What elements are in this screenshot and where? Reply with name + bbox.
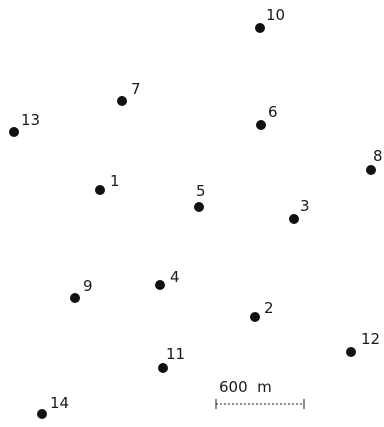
station-12-dot: [346, 347, 356, 357]
station-9: 9: [70, 277, 93, 303]
station-5-dot: [194, 202, 204, 212]
scale-bar-label: 600 m: [219, 378, 272, 396]
station-7-label: 7: [131, 80, 141, 98]
station-2: 2: [250, 299, 274, 322]
station-11: 11: [158, 345, 185, 373]
station-10-dot: [255, 23, 265, 33]
station-6: 6: [256, 103, 278, 130]
station-1-dot: [95, 185, 105, 195]
station-6-dot: [256, 120, 266, 130]
station-2-label: 2: [264, 299, 274, 317]
station-5: 5: [194, 182, 206, 212]
station-4-dot: [155, 280, 165, 290]
station-13-dot: [9, 127, 19, 137]
station-14-label: 14: [50, 394, 69, 412]
station-11-label: 11: [166, 345, 185, 363]
station-7: 7: [117, 80, 141, 106]
station-4: 4: [155, 268, 180, 290]
station-13-label: 13: [21, 111, 40, 129]
station-12-label: 12: [361, 330, 380, 348]
station-9-label: 9: [83, 277, 93, 295]
station-10: 10: [255, 6, 285, 33]
station-8: 8: [366, 147, 383, 175]
station-1-label: 1: [110, 172, 120, 190]
station-3-label: 3: [300, 197, 310, 215]
scale-bar: 600 m: [215, 378, 305, 409]
station-9-dot: [70, 293, 80, 303]
station-1: 1: [95, 172, 120, 195]
station-11-dot: [158, 363, 168, 373]
station-8-dot: [366, 165, 376, 175]
station-10-label: 10: [266, 6, 285, 24]
station-8-label: 8: [373, 147, 383, 165]
station-6-label: 6: [268, 103, 278, 121]
station-3: 3: [289, 197, 310, 224]
station-4-label: 4: [170, 268, 180, 286]
station-5-label: 5: [196, 182, 206, 200]
station-7-dot: [117, 96, 127, 106]
station-2-dot: [250, 312, 260, 322]
station-14-dot: [37, 409, 47, 419]
station-14: 14: [37, 394, 69, 419]
station-12: 12: [346, 330, 380, 357]
station-13: 13: [9, 111, 40, 137]
station-3-dot: [289, 214, 299, 224]
